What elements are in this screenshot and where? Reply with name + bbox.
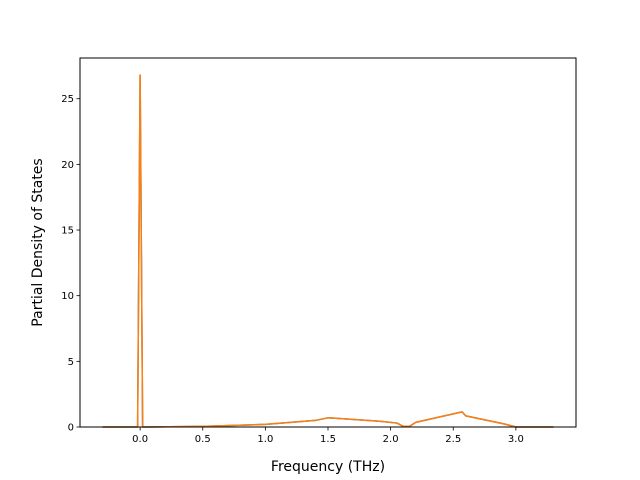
x-tick-label: 1.0 [257,434,273,445]
x-axis-label: Frequency (THz) [271,459,385,475]
y-tick-label: 5 [68,357,74,368]
series-line-2 [102,74,554,428]
y-axis-ticks: 0 5 10 15 20 25 [61,94,80,434]
series-line-1 [102,74,554,428]
y-tick-label: 15 [61,226,74,237]
y-tick-label: 0 [68,423,74,434]
x-tick-label: 1.5 [320,434,336,445]
x-tick-label: 0.5 [195,434,211,445]
x-tick-label: 2.0 [383,434,399,445]
plot-lines [102,74,554,428]
x-tick-label: 3.0 [508,434,524,445]
y-tick-label: 20 [61,160,74,171]
x-tick-label: 2.5 [445,434,461,445]
y-tick-label: 25 [61,94,74,105]
y-axis-label: Partial Density of States [30,158,46,326]
plot-frame [79,57,577,428]
y-tick-label: 10 [61,291,74,302]
x-axis-ticks: 0.0 0.5 1.0 1.5 2.0 2.5 3.0 [132,427,524,445]
x-tick-label: 0.0 [132,434,148,445]
